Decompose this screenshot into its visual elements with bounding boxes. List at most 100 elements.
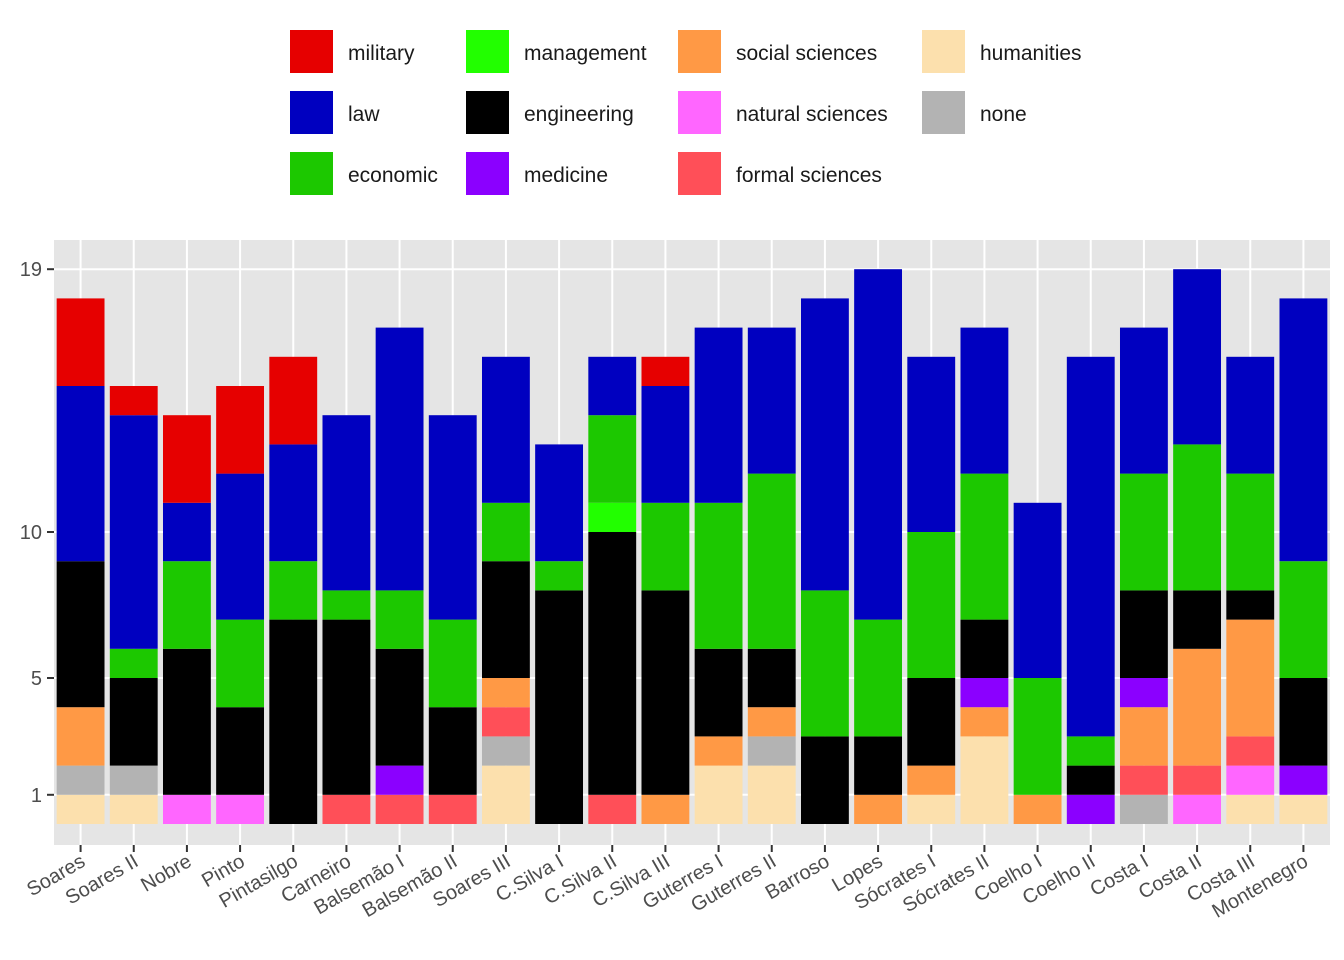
legend-swatch	[290, 30, 333, 73]
bar-segment-balsemao-i-law	[375, 327, 424, 591]
legend-item-humanities: humanities	[922, 30, 1082, 73]
bar-segment-guterres-ii-engineering	[747, 648, 796, 708]
legend-swatch	[466, 152, 509, 195]
bar-segment-socrates-ii-law	[960, 327, 1009, 474]
bar-segment-barroso-law	[800, 298, 849, 591]
bar-segment-balsemao-ii-formal-sciences	[428, 794, 477, 824]
legend: military law economic management engineering…	[290, 30, 1082, 195]
bar-segment-balsemao-ii-engineering	[428, 707, 477, 795]
bar-segment-costa-ii-law	[1173, 269, 1222, 445]
legend-label: social sciences	[736, 42, 877, 65]
bar-segment-guterres-i-economic	[694, 502, 743, 649]
y-tick-label: 1	[31, 785, 42, 807]
bar-segment-pintasilgo-engineering	[269, 619, 318, 824]
legend-label: military	[348, 42, 415, 65]
bar-segment-balsemao-i-medicine	[375, 765, 424, 795]
bar-segment-soares-iii-humanities	[481, 765, 530, 824]
y-tick-label: 10	[20, 522, 42, 544]
bar-segment-socrates-ii-humanities	[960, 736, 1009, 824]
legend-item-natural-sciences: natural sciences	[678, 91, 888, 134]
bar-segment-c-silva-ii-law	[588, 356, 637, 416]
bar-segment-barroso-engineering	[800, 736, 849, 824]
bar-segment-guterres-ii-none	[747, 736, 796, 766]
bar-segment-coelho-ii-law	[1066, 356, 1115, 737]
bar-segment-c-silva-iii-military	[641, 356, 690, 386]
bar-segment-pinto-military	[216, 386, 265, 474]
bar-segment-costa-i-none	[1119, 794, 1168, 824]
bar-segment-c-silva-iii-engineering	[641, 590, 690, 795]
bar-segment-pinto-economic	[216, 619, 265, 708]
legend-item-military: military	[290, 30, 415, 73]
bar-segment-pintasilgo-military	[269, 356, 318, 445]
bar-segment-lopes-social-sciences	[854, 794, 903, 824]
legend-item-economic: economic	[290, 152, 438, 195]
bar-segment-c-silva-ii-formal-sciences	[588, 794, 637, 824]
bar-segment-barroso-economic	[800, 590, 849, 737]
bar-segment-costa-iii-engineering	[1226, 590, 1275, 620]
bar-segment-costa-i-social-sciences	[1119, 707, 1168, 766]
bar-segment-soares-iii-formal-sciences	[481, 707, 530, 737]
plot-panel	[54, 240, 1330, 845]
bar-segment-carneiro-law	[322, 415, 371, 591]
legend-item-law: law	[290, 91, 380, 134]
bar-segment-nobre-economic	[162, 561, 211, 649]
bar-segment-costa-iii-social-sciences	[1226, 619, 1275, 737]
bar-segment-coelho-i-economic	[1013, 678, 1062, 795]
bar-segment-socrates-ii-medicine	[960, 678, 1009, 708]
bar-segment-socrates-ii-social-sciences	[960, 707, 1009, 737]
bar-segment-socrates-ii-engineering	[960, 619, 1009, 678]
bar-segment-soares-law	[56, 386, 105, 562]
bar-segment-soares-ii-military	[109, 386, 158, 416]
bar-segment-coelho-ii-engineering	[1066, 765, 1115, 795]
bar-segment-montenegro-engineering	[1279, 678, 1328, 766]
bar-segment-soares-ii-none	[109, 765, 158, 795]
bar-segment-lopes-engineering	[854, 736, 903, 795]
legend-label: formal sciences	[736, 164, 882, 187]
legend-label: management	[524, 42, 647, 65]
bar-segment-soares-ii-engineering	[109, 678, 158, 766]
bar-segment-pintasilgo-law	[269, 444, 318, 562]
bar-segment-soares-ii-economic	[109, 648, 158, 678]
bar-segment-guterres-i-social-sciences	[694, 736, 743, 766]
bar-segment-coelho-i-social-sciences	[1013, 794, 1062, 824]
y-axis: 1 5 10 19	[20, 259, 54, 807]
bar-segment-coelho-ii-economic	[1066, 736, 1115, 766]
legend-swatch	[922, 91, 965, 134]
bar-segment-balsemao-ii-economic	[428, 619, 477, 708]
bar-segment-c-silva-iii-economic	[641, 502, 690, 591]
legend-label: engineering	[524, 103, 634, 126]
bar-segment-costa-i-medicine	[1119, 678, 1168, 708]
bar-segment-pinto-law	[216, 473, 265, 620]
legend-item-social-sciences: social sciences	[678, 30, 877, 73]
bar-segment-socrates-i-economic	[907, 532, 956, 678]
bar-segment-montenegro-medicine	[1279, 765, 1328, 795]
bar-segment-nobre-military	[162, 415, 211, 503]
bar-segment-guterres-i-humanities	[694, 765, 743, 824]
bar-segment-balsemao-ii-law	[428, 415, 477, 620]
legend-swatch	[922, 30, 965, 73]
legend-item-engineering: engineering	[466, 91, 634, 134]
bar-segment-carneiro-economic	[322, 590, 371, 620]
bar-segment-soares-military	[56, 298, 105, 386]
bar-segment-nobre-engineering	[162, 648, 211, 795]
bar-segment-balsemao-i-economic	[375, 590, 424, 649]
bar-segment-socrates-ii-economic	[960, 473, 1009, 620]
legend-item-formal-sciences: formal sciences	[678, 152, 882, 195]
bar-segment-c-silva-ii-engineering	[588, 532, 637, 795]
bar-segment-c-silva-i-engineering	[535, 590, 584, 824]
legend-swatch	[466, 91, 509, 134]
bar-segment-guterres-ii-humanities	[747, 765, 796, 824]
bar-segment-nobre-law	[162, 502, 211, 562]
bar-segment-lopes-economic	[854, 619, 903, 737]
bar-segment-soares-iii-none	[481, 736, 530, 766]
legend-swatch	[678, 152, 721, 195]
bar-segment-lopes-law	[854, 269, 903, 620]
bar-segment-soares-ii-law	[109, 415, 158, 649]
bar-segment-c-silva-iii-law	[641, 386, 690, 503]
bars	[56, 269, 1328, 824]
bar-segment-soares-engineering	[56, 561, 105, 708]
bar-segment-costa-ii-economic	[1173, 444, 1222, 591]
legend-label: natural sciences	[736, 103, 888, 126]
bar-segment-c-silva-ii-economic	[588, 415, 637, 503]
